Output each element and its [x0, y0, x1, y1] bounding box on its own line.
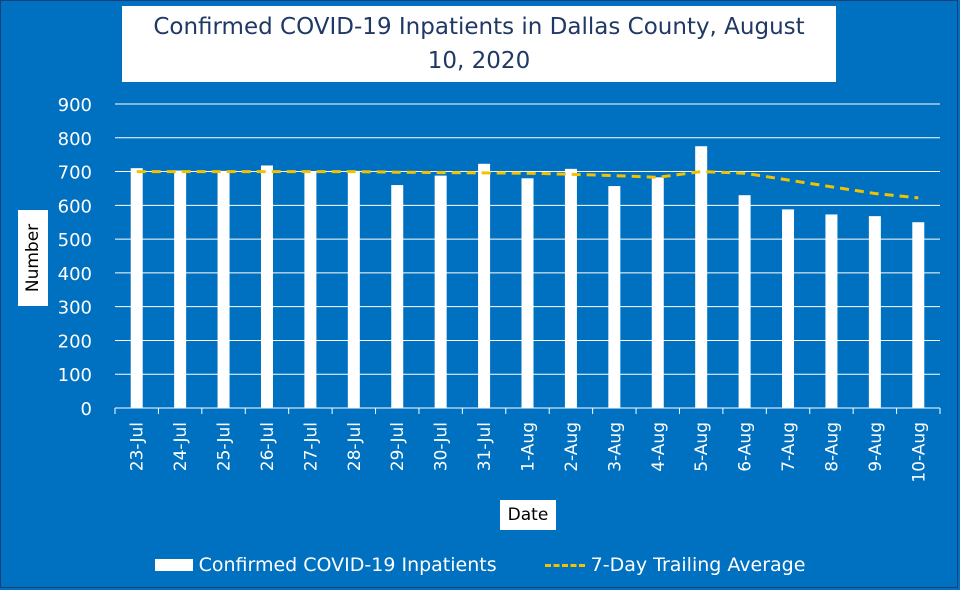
y-axis-label-box: Number: [18, 210, 48, 306]
bar: [868, 216, 881, 408]
x-tick-labels: 23-Jul 24-Jul 25-Jul 26-Jul 27-Jul 28-Jul 29-J…: [128, 422, 930, 483]
x-tick-label: 7-Aug: [779, 422, 799, 472]
average-line-layer: [136, 170, 919, 200]
x-axis-label-box: Date: [500, 500, 556, 530]
x-tick-label: 8-Aug: [822, 422, 842, 472]
x-tick-label: 5-Aug: [692, 422, 712, 472]
bar: [825, 214, 838, 408]
y-tick-label: 0: [81, 399, 92, 420]
bar: [782, 209, 795, 408]
x-tick-label: 10-Aug: [909, 422, 929, 483]
x-tick-label: 9-Aug: [866, 422, 886, 472]
bar: [695, 146, 708, 408]
x-tick-label: 24-Jul: [171, 422, 191, 471]
bar: [521, 178, 534, 408]
bar: [260, 165, 273, 408]
chart-title-box: Confirmed COVID-19 Inpatients in Dallas …: [122, 6, 836, 82]
legend-label-average: 7-Day Trailing Average: [590, 554, 806, 576]
x-tick-label: 2-Aug: [562, 422, 582, 472]
bar: [391, 185, 404, 408]
x-tick-label: 6-Aug: [736, 422, 756, 472]
x-tick-label: 30-Jul: [432, 422, 452, 471]
y-tick-label: 400: [58, 264, 92, 285]
legend-item-inpatients: Confirmed COVID-19 Inpatients: [154, 554, 497, 576]
x-tick-label: 1-Aug: [519, 422, 539, 472]
x-tick-label: 28-Jul: [345, 422, 365, 471]
y-tick-label: 900: [58, 95, 92, 116]
x-tick-label: 3-Aug: [605, 422, 625, 472]
y-axis-label: Number: [23, 223, 44, 293]
y-tick-label: 700: [58, 163, 92, 184]
y-tick-labels: 0 100 200 300 400 500 600 700 800 900: [58, 95, 92, 420]
legend-line-swatch: [544, 563, 585, 567]
y-tick-label: 600: [58, 196, 92, 217]
y-tick-label: 300: [58, 298, 92, 319]
bar: [217, 170, 230, 408]
bar: [174, 170, 187, 408]
bar: [912, 222, 925, 408]
bar: [347, 170, 360, 408]
legend: Confirmed COVID-19 Inpatients 7-Day Trai…: [0, 550, 960, 580]
x-tick-label: 27-Jul: [301, 422, 321, 471]
x-tick-label: 4-Aug: [649, 422, 669, 472]
y-tick-label: 500: [58, 230, 92, 251]
x-tick-label: 26-Jul: [258, 422, 278, 471]
bar: [434, 175, 447, 408]
bar: [478, 163, 491, 408]
x-tick-label: 29-Jul: [388, 422, 408, 471]
bar: [608, 186, 621, 408]
x-tick-label: 31-Jul: [475, 422, 495, 471]
average-line: [136, 170, 919, 200]
x-tick-label: 25-Jul: [215, 422, 235, 471]
y-tick-label: 100: [58, 365, 92, 386]
bar: [651, 177, 664, 408]
chart-title: Confirmed COVID-19 Inpatients in Dallas …: [153, 14, 805, 74]
bar: [130, 168, 143, 408]
y-tick-label: 800: [58, 129, 92, 150]
x-tick-label: 23-Jul: [128, 422, 148, 471]
bar: [564, 168, 577, 408]
bars: [130, 146, 925, 408]
legend-item-average: 7-Day Trailing Average: [544, 554, 806, 576]
legend-bar-swatch: [154, 559, 193, 571]
x-axis-label: Date: [507, 505, 549, 525]
bar: [738, 195, 751, 408]
y-tick-label: 200: [58, 331, 92, 352]
legend-label-inpatients: Confirmed COVID-19 Inpatients: [198, 554, 497, 576]
bar: [304, 171, 317, 408]
